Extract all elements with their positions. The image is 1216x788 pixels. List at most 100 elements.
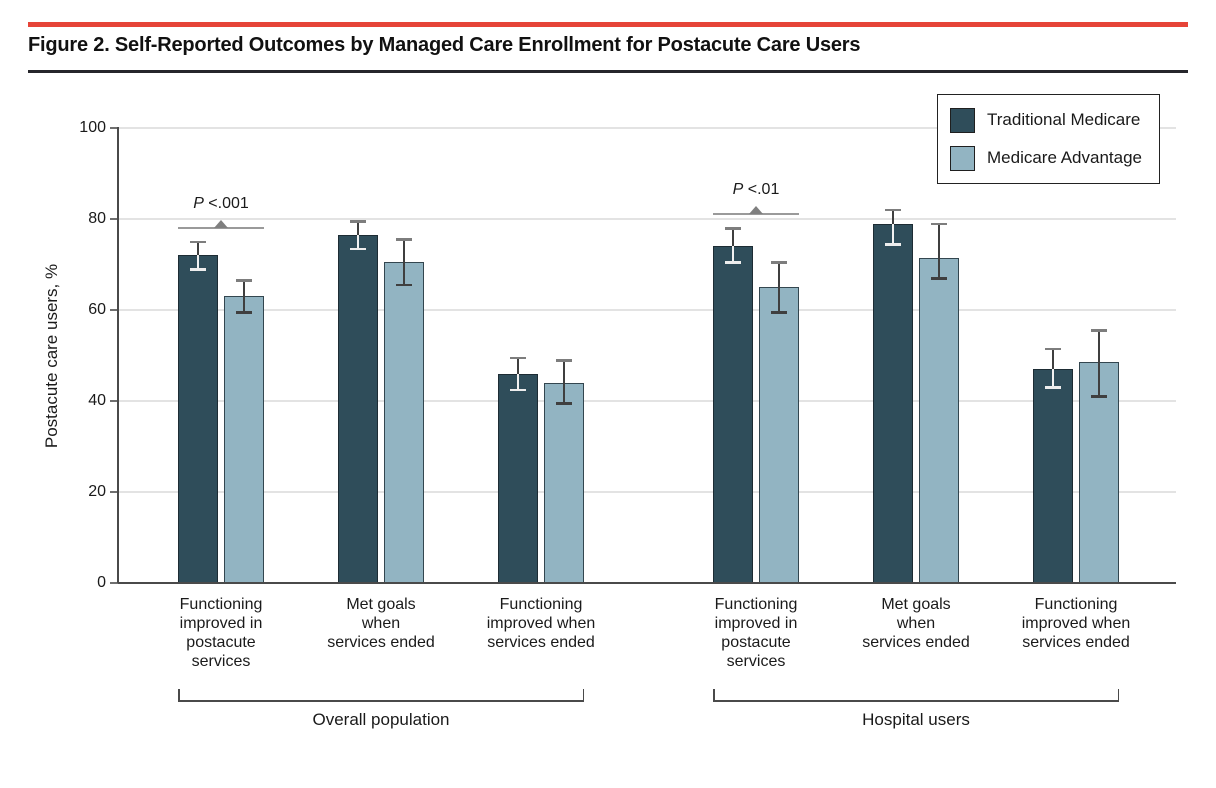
error-bar-upper <box>563 360 565 383</box>
error-bar-lower <box>1098 362 1100 397</box>
error-bar-lower <box>732 246 734 263</box>
error-bar-cap-top <box>510 356 526 360</box>
error-bar-cap-bottom <box>510 388 526 392</box>
section-label-1: Hospital users <box>862 710 970 729</box>
error-bar-lower <box>243 296 245 313</box>
error-bar-cap-bottom <box>1045 386 1061 389</box>
error-bar-cap-top <box>190 240 206 244</box>
bar-traditional-medicare-group2 <box>498 373 538 583</box>
y-tick-20 <box>110 491 118 493</box>
bar-medicare-advantage-group5 <box>1079 362 1119 583</box>
error-bar-lower <box>197 255 199 270</box>
x-category-label-group2: Functioning improved when services ended <box>486 596 596 651</box>
x-axis-line <box>118 581 1176 584</box>
error-bar-lower <box>892 223 894 245</box>
bar-medicare-advantage-group4 <box>919 257 959 583</box>
y-tick-label-0: 0 <box>97 574 106 591</box>
error-bar-cap-top <box>236 279 252 282</box>
p-value-label-1: P <.01 <box>732 181 780 199</box>
y-tick-label-20: 20 <box>88 483 106 500</box>
y-axis-title: Postacute care users, % <box>42 263 61 449</box>
y-tick-label-100: 100 <box>79 119 106 136</box>
error-bar-upper <box>732 228 734 247</box>
error-bar-cap-top <box>771 261 787 264</box>
error-bar-cap-bottom <box>236 311 252 314</box>
error-bar-cap-bottom <box>350 247 366 251</box>
error-bar-cap-top <box>725 227 741 230</box>
legend-label-medicare-advantage: Medicare Advantage <box>987 148 1142 167</box>
gridline-100 <box>118 127 1176 129</box>
error-bar-cap-top <box>931 222 947 226</box>
y-tick-label-80: 80 <box>88 210 106 227</box>
error-bar-cap-bottom <box>771 311 787 314</box>
error-bar-cap-bottom <box>931 277 947 280</box>
error-bar-upper <box>1098 330 1100 363</box>
error-bar-cap-bottom <box>190 268 206 271</box>
error-bar-upper <box>1052 348 1054 370</box>
x-category-label-group4: Met goals when services ended <box>862 596 970 651</box>
y-tick-40 <box>110 400 118 402</box>
bar-traditional-medicare-group1 <box>338 234 378 583</box>
legend-item-medicare-advantage: Medicare Advantage <box>950 145 1159 171</box>
error-bar-lower <box>938 257 940 279</box>
bar-traditional-medicare-group0 <box>178 255 218 583</box>
error-bar-cap-top <box>885 208 901 212</box>
error-bar-cap-top <box>1091 329 1107 332</box>
error-bar-lower <box>517 373 519 390</box>
legend-swatch-traditional-medicare <box>950 107 975 133</box>
p-value-marker-0 <box>214 220 228 229</box>
gridline-80 <box>118 218 1176 220</box>
y-tick-60 <box>110 309 118 311</box>
bar-medicare-advantage-group1 <box>384 262 424 583</box>
bar-medicare-advantage-group3 <box>759 287 799 583</box>
error-bar-upper <box>403 239 405 263</box>
section-bracket-1 <box>713 700 1119 702</box>
error-bar-lower <box>357 234 359 249</box>
error-bar-cap-top <box>396 238 412 241</box>
x-category-label-group0: Functioning improved in postacute servic… <box>179 596 263 670</box>
y-axis-line <box>117 127 119 583</box>
error-bar-cap-top <box>1045 347 1061 351</box>
p-value-marker-1 <box>749 206 763 215</box>
section-label-0: Overall population <box>312 710 450 729</box>
error-bar-lower <box>563 382 565 404</box>
section-bracket-end-left-0 <box>178 689 180 700</box>
y-tick-label-40: 40 <box>88 392 106 409</box>
legend-label-traditional-medicare: Traditional Medicare <box>987 110 1141 129</box>
y-tick-80 <box>110 218 118 220</box>
error-bar-cap-bottom <box>725 261 741 264</box>
error-bar-lower <box>778 287 780 313</box>
error-bar-cap-top <box>556 359 572 362</box>
x-category-label-group5: Functioning improved when services ended <box>1021 596 1131 651</box>
bar-traditional-medicare-group4 <box>873 223 913 583</box>
gridline-60 <box>118 309 1176 311</box>
p-value-label-0: P <.001 <box>193 195 249 213</box>
y-tick-0 <box>110 582 118 584</box>
error-bar-lower <box>403 262 405 285</box>
x-category-label-group1: Met goals when services ended <box>327 596 435 651</box>
section-bracket-end-left-1 <box>713 689 715 700</box>
error-bar-cap-bottom <box>1091 395 1107 398</box>
y-tick-label-60: 60 <box>88 301 106 318</box>
error-bar-cap-top <box>350 220 366 223</box>
error-bar-cap-bottom <box>885 243 901 246</box>
gridline-40 <box>118 400 1176 402</box>
title-divider <box>28 70 1188 73</box>
figure-title: Figure 2. Self-Reported Outcomes by Mana… <box>28 34 861 56</box>
error-bar-cap-bottom <box>396 283 412 287</box>
section-bracket-end-right-1 <box>1117 689 1119 700</box>
legend-swatch-medicare-advantage <box>950 145 975 171</box>
bar-medicare-advantage-group0 <box>224 296 264 583</box>
section-bracket-0 <box>178 700 584 702</box>
error-bar-upper <box>892 209 894 224</box>
error-bar-upper <box>778 262 780 288</box>
error-bar-cap-bottom <box>556 402 572 405</box>
y-tick-100 <box>110 127 118 129</box>
error-bar-lower <box>1052 369 1054 388</box>
legend: Traditional Medicare Medicare Advantage <box>937 94 1160 184</box>
error-bar-upper <box>938 223 940 258</box>
error-bar-upper <box>357 221 359 235</box>
p-value-line-0 <box>178 227 264 230</box>
x-category-label-group3: Functioning improved in postacute servic… <box>714 596 798 670</box>
